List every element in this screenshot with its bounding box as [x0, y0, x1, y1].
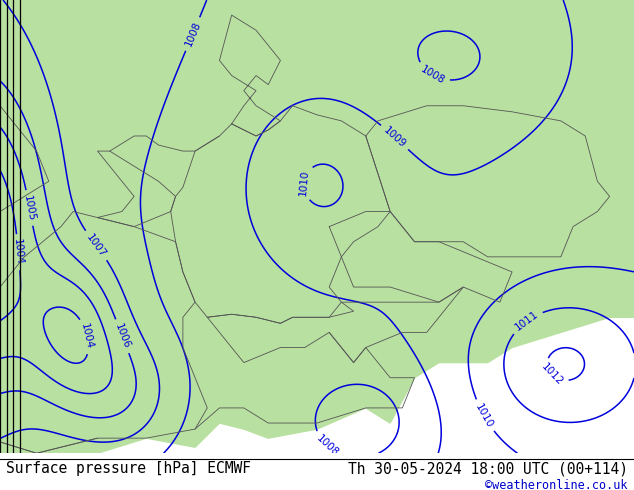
Text: 1005: 1005	[22, 194, 37, 221]
Text: Th 30-05-2024 18:00 UTC (00+114): Th 30-05-2024 18:00 UTC (00+114)	[347, 461, 628, 476]
Text: 1008: 1008	[183, 20, 202, 48]
Text: 1008: 1008	[314, 434, 340, 459]
Polygon shape	[146, 0, 634, 91]
Text: 1012: 1012	[539, 362, 565, 388]
Text: 1010: 1010	[298, 170, 311, 196]
Text: 1011: 1011	[513, 309, 540, 333]
Text: 1009: 1009	[382, 125, 408, 149]
Polygon shape	[0, 423, 24, 453]
Text: 1006: 1006	[113, 322, 132, 350]
Text: 1004: 1004	[12, 239, 25, 266]
Polygon shape	[0, 0, 73, 226]
Polygon shape	[317, 0, 634, 121]
Text: 1010: 1010	[474, 402, 495, 430]
Text: 1007: 1007	[84, 232, 108, 259]
Polygon shape	[0, 0, 634, 453]
Text: ©weatheronline.co.uk: ©weatheronline.co.uk	[485, 479, 628, 490]
Text: 1004: 1004	[79, 322, 94, 350]
Text: Surface pressure [hPa] ECMWF: Surface pressure [hPa] ECMWF	[6, 461, 251, 476]
Polygon shape	[122, 0, 280, 91]
Text: 1008: 1008	[419, 64, 446, 86]
